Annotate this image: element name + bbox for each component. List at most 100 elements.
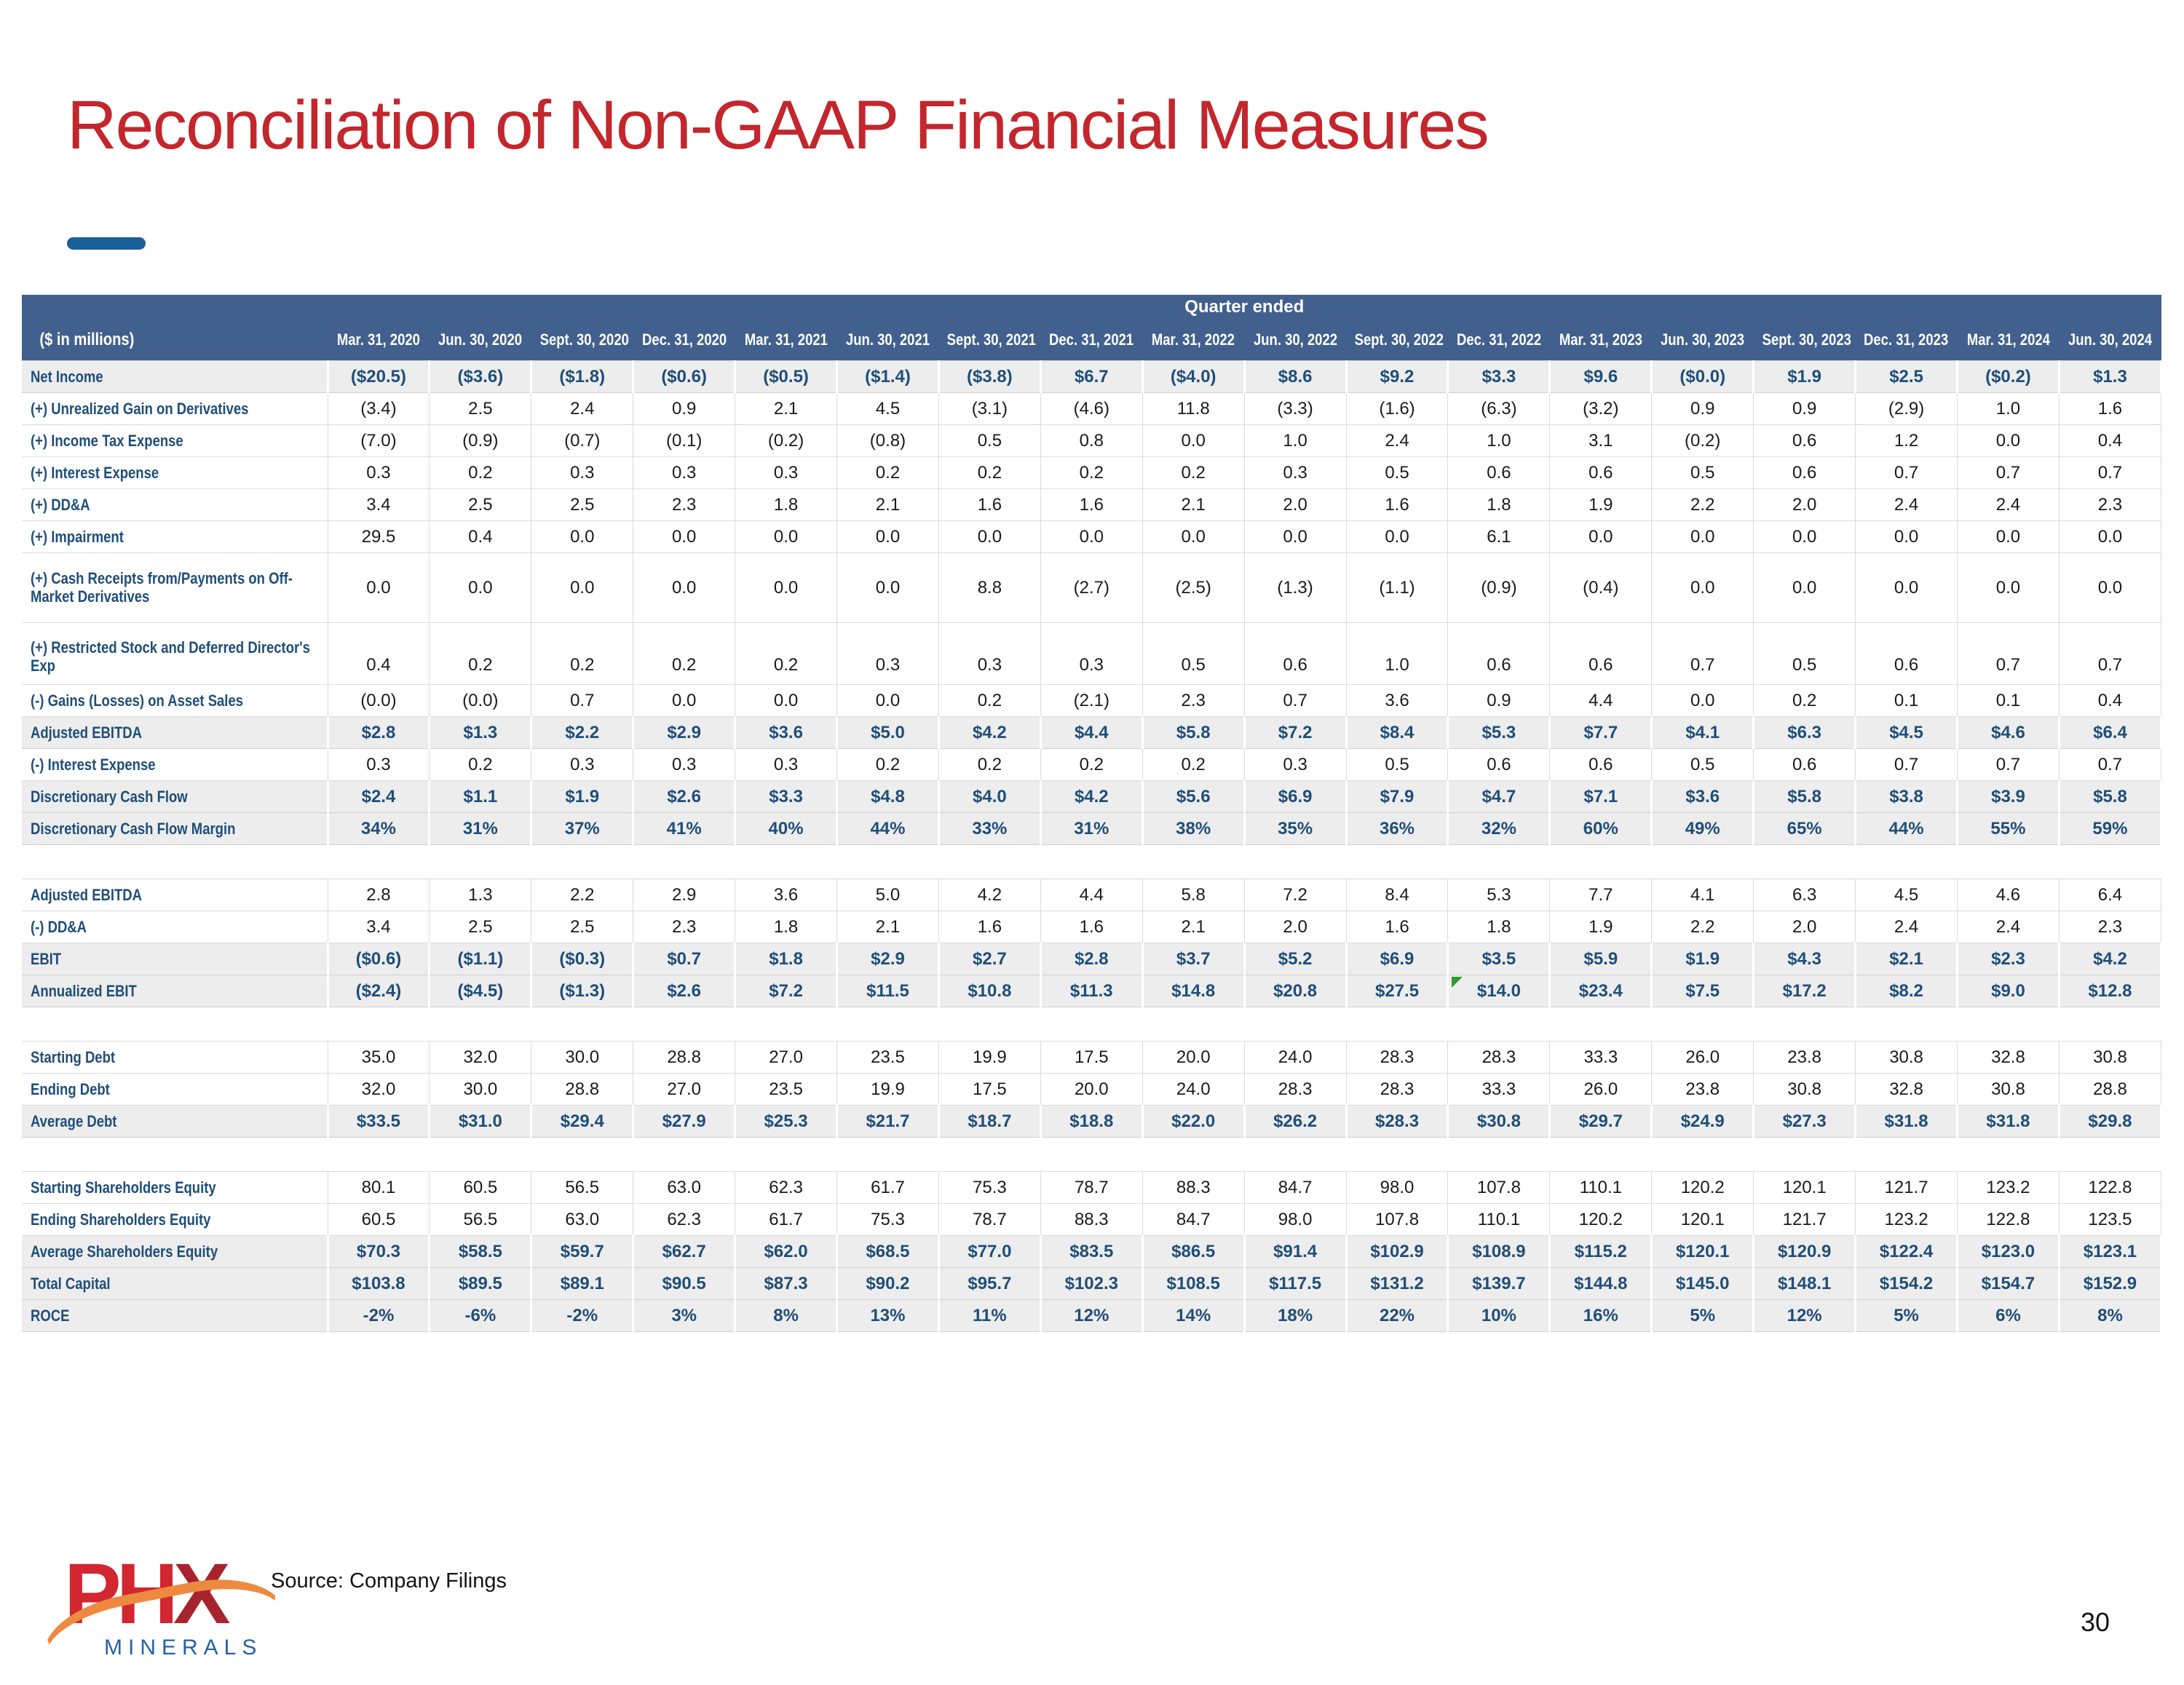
cell: 120.1 xyxy=(1753,1171,1856,1204)
cell: $28.3 xyxy=(1345,1105,1449,1138)
table-row: Discretionary Cash Flow Margin 34% 31% 37% 4… xyxy=(22,812,2163,845)
cell: $2.9 xyxy=(632,716,737,749)
cell: 0.2 xyxy=(938,748,1041,781)
cell: 31% xyxy=(1039,812,1144,845)
cell: 8.4 xyxy=(1345,879,1449,911)
column-header: Jun. 30, 2023 xyxy=(1651,320,1754,361)
cell: 35% xyxy=(1243,812,1348,845)
column-header: Dec. 31, 2023 xyxy=(1855,320,1958,361)
cell: 3.1 xyxy=(1549,424,1653,457)
cell: 33.3 xyxy=(1549,1041,1653,1074)
cell: 2.5 xyxy=(429,392,532,425)
cell: 10% xyxy=(1447,1299,1551,1332)
cell: 0.0 xyxy=(1345,520,1449,553)
cell: 28.8 xyxy=(633,1041,736,1074)
cell: 0.3 xyxy=(735,748,838,781)
cell: 32.0 xyxy=(327,1073,430,1106)
corner-blank xyxy=(22,295,328,320)
cell: 27.0 xyxy=(633,1073,736,1106)
cell: 0.7 xyxy=(1855,456,1958,489)
cell: 55% xyxy=(1956,812,2060,845)
cell: 0.8 xyxy=(1040,424,1143,457)
cell: 33% xyxy=(937,812,1042,845)
cell: 3.6 xyxy=(735,879,838,911)
cell: $144.8 xyxy=(1548,1267,1653,1300)
row-label: Total Capital xyxy=(22,1267,329,1300)
table-row: Starting Debt 35.0 32.0 30.0 28.8 27.0 23.5 19.… xyxy=(22,1041,2162,1074)
table-row: (-) Interest Expense 0.3 0.2 0.3 0.3 0.3 0.2 0.… xyxy=(22,748,2162,781)
cell: 5.0 xyxy=(836,879,939,911)
cell: 11% xyxy=(937,1299,1042,1332)
cell: 0.6 xyxy=(1855,622,1958,685)
cell: 0.0 xyxy=(633,520,736,553)
cell: ($4.0) xyxy=(1141,360,1246,393)
row-label: (+) Impairment xyxy=(22,520,328,553)
cell: 110.1 xyxy=(1549,1171,1653,1204)
cell: $4.8 xyxy=(836,780,940,813)
cell: 0.3 xyxy=(1243,456,1347,489)
cell: 1.6 xyxy=(938,488,1041,521)
row-label: (+) Income Tax Expense xyxy=(22,424,328,457)
cell: 0.2 xyxy=(633,622,736,685)
cell: 0.0 xyxy=(531,552,634,623)
cell: 65% xyxy=(1752,812,1857,845)
cell: 110.1 xyxy=(1447,1203,1551,1236)
cell: 2.2 xyxy=(1651,488,1754,521)
table-row: Starting Shareholders Equity 80.1 60.5 56.5… xyxy=(22,1171,2162,1204)
cell: (6.3) xyxy=(1447,392,1551,425)
cell: 14% xyxy=(1141,1299,1246,1332)
group-header: Quarter ended xyxy=(328,295,2161,320)
column-header: Mar. 31, 2021 xyxy=(735,320,837,361)
cell: 0.9 xyxy=(1651,392,1754,425)
cell: (0.1) xyxy=(633,424,736,457)
cell: 28.3 xyxy=(1345,1073,1449,1106)
cell: 0.5 xyxy=(938,424,1041,457)
row-label: (-) DD&A xyxy=(22,911,328,943)
cell: $89.1 xyxy=(530,1267,635,1300)
cell: 2.4 xyxy=(1957,488,2060,521)
cell: 32.0 xyxy=(429,1041,532,1074)
cell: ($0.3) xyxy=(530,943,635,975)
cell: 0.0 xyxy=(531,520,634,553)
column-header: Mar. 31, 2020 xyxy=(328,320,430,361)
cell: $62.7 xyxy=(632,1235,737,1268)
cell: $3.8 xyxy=(1854,780,1958,813)
cell: 4.4 xyxy=(1040,879,1143,911)
cell: (0.2) xyxy=(735,424,838,457)
cell: ($4.5) xyxy=(428,975,533,1007)
cell: $4.7 xyxy=(1447,780,1551,813)
cell: (0.0) xyxy=(429,684,532,717)
reconciliation-table: Quarter ended ($ in millions) Mar. 31, 2… xyxy=(22,295,2163,1332)
cell: 30.8 xyxy=(1855,1041,1958,1074)
cell: 8% xyxy=(2057,1299,2163,1332)
cell: 1.6 xyxy=(938,911,1041,943)
cell: 40% xyxy=(734,812,839,845)
row-label: Ending Debt xyxy=(22,1073,328,1106)
cell: 2.0 xyxy=(1753,488,1856,521)
cell: 0.3 xyxy=(633,456,736,489)
cell: 0.3 xyxy=(836,622,939,685)
cell: 0.0 xyxy=(836,520,939,553)
cell: 32% xyxy=(1447,812,1551,845)
cell: $14.0 xyxy=(1447,975,1551,1007)
row-label: Average Shareholders Equity xyxy=(22,1235,329,1268)
cell: 0.6 xyxy=(1243,622,1347,685)
cell: 0.0 xyxy=(1243,520,1347,553)
table-row: (-) DD&A 3.4 2.5 2.5 2.3 1.8 2.1 1.6 1.6 2.1 2.0 1.… xyxy=(22,911,2162,943)
cell: 6.3 xyxy=(1753,879,1856,911)
cell: (1.1) xyxy=(1345,552,1449,623)
cell: $18.7 xyxy=(937,1105,1042,1138)
cell: 2.3 xyxy=(633,911,736,943)
cell: 26.0 xyxy=(1549,1073,1653,1106)
cell: $102.9 xyxy=(1345,1235,1449,1268)
cell: 30.0 xyxy=(429,1073,532,1106)
cell: 0.7 xyxy=(2058,622,2162,685)
cell: 0.5 xyxy=(1753,622,1856,685)
row-label: (+) Unrealized Gain on Derivatives xyxy=(22,392,328,425)
cell: ($2.4) xyxy=(326,975,431,1007)
reconciliation-table-container: Quarter ended ($ in millions) Mar. 31, 2… xyxy=(22,295,2163,1332)
cell: 0.0 xyxy=(1142,424,1245,457)
cell: 0.9 xyxy=(1447,684,1551,717)
cell: 0.3 xyxy=(938,622,1041,685)
cell: 0.5 xyxy=(1651,456,1754,489)
